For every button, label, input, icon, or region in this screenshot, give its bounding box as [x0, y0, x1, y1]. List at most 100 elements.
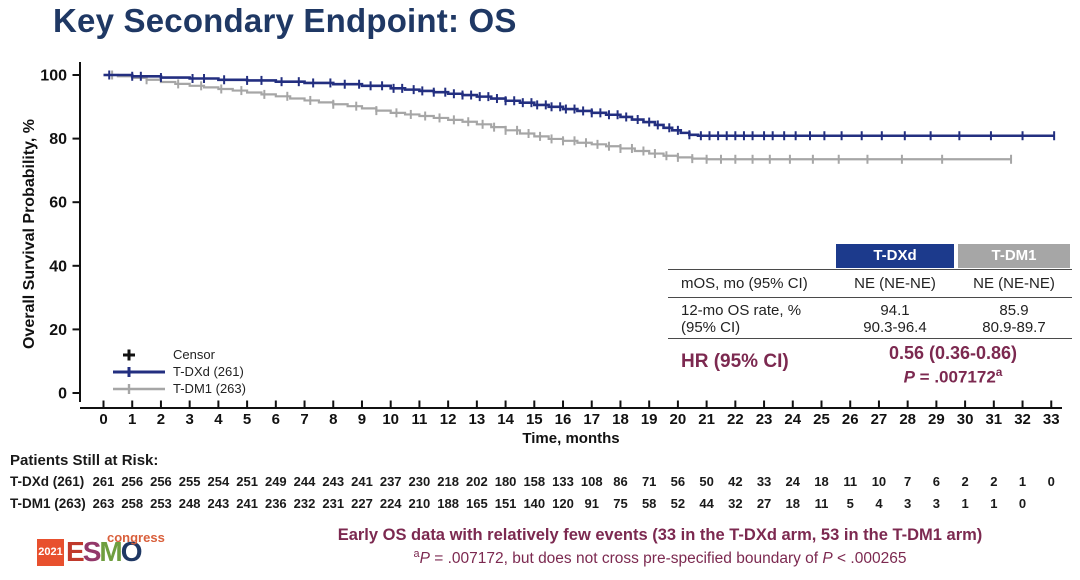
risk-count: 1 [1018, 474, 1027, 489]
risk-count: 151 [494, 496, 517, 511]
footnote-mark: a [413, 548, 420, 560]
risk-count: 24 [785, 474, 800, 489]
risk-count: 56 [670, 474, 686, 489]
svg-text:4: 4 [214, 411, 223, 428]
risk-count: 241 [351, 474, 373, 489]
risk-count: 1 [961, 496, 969, 511]
svg-text:11: 11 [411, 411, 427, 428]
svg-text:6: 6 [272, 411, 280, 428]
svg-text:19: 19 [641, 411, 658, 428]
risk-count: 0 [1047, 474, 1055, 489]
svg-text:60: 60 [49, 195, 67, 212]
legend-item-censor: Censor [113, 346, 246, 363]
risk-count: 71 [641, 474, 657, 489]
risk-count: 2 [990, 474, 998, 489]
svg-text:0: 0 [99, 411, 107, 428]
risk-count: 52 [670, 496, 686, 511]
legend-label: T-DXd (261) [173, 364, 244, 379]
footer-line2: aP = .007172, but does not cross pre-spe… [240, 548, 1080, 568]
risk-row-tdxd: T-DXd (261) 261 256 256 255 254 251 249 244 243 2… [0, 474, 1080, 492]
risk-count: 243 [207, 496, 230, 511]
risk-count: 27 [756, 496, 772, 511]
risk-count: 237 [379, 474, 402, 489]
risk-count: 44 [699, 496, 714, 511]
risk-row-tdm1: T-DM1 (263) 263 258 253 248 243 241 236 232 231 2… [0, 496, 1080, 514]
legend-label: T-DM1 (263) [173, 381, 246, 396]
risk-count: 256 [150, 474, 172, 489]
risk-count: 158 [523, 474, 546, 489]
p-value: P = .007172a [904, 365, 1003, 388]
risk-count: 249 [264, 474, 287, 489]
svg-text:40: 40 [49, 258, 67, 275]
risk-count: 86 [613, 474, 628, 489]
risk-count: 261 [92, 474, 115, 489]
svg-text:7: 7 [300, 411, 308, 428]
risk-row-label: T-DM1 (263) [10, 496, 86, 511]
risk-count: 120 [552, 496, 574, 511]
risk-count: 11 [814, 496, 829, 511]
logo-letter: S [82, 536, 102, 567]
risk-count: 32 [728, 496, 743, 511]
legend-item-tdm1: T-DM1 (263) [113, 380, 246, 397]
p-symbol: P [822, 550, 833, 568]
x-axis-title: Time, months [522, 430, 620, 447]
svg-text:28: 28 [899, 411, 916, 428]
svg-text:17: 17 [583, 411, 600, 428]
risk-count: 75 [613, 496, 628, 511]
risk-count: 202 [466, 474, 488, 489]
risk-count: 2 [961, 474, 969, 489]
svg-text:29: 29 [928, 411, 945, 428]
svg-text:20: 20 [49, 322, 67, 339]
risk-count: 244 [293, 474, 316, 489]
risk-count: 165 [466, 496, 488, 511]
svg-text:13: 13 [469, 411, 486, 428]
legend: Censor T-DXd (261) T-DM1 (263) [113, 346, 246, 397]
svg-text:23: 23 [756, 411, 773, 428]
svg-text:9: 9 [358, 411, 366, 428]
esmo-congress-logo: 2021 ESMO congress [33, 530, 183, 576]
svg-text:18: 18 [612, 411, 629, 428]
risk-count: 4 [875, 496, 883, 511]
risk-count: 6 [932, 474, 940, 489]
mos-tdm1-value: NE (NE-NE) [973, 275, 1055, 292]
logo-letter: E [66, 536, 85, 567]
svg-text:5: 5 [243, 411, 251, 428]
column-header-tdxd: T-DXd [836, 244, 954, 268]
svg-text:10: 10 [382, 411, 399, 428]
risk-row-label: T-DXd (261) [10, 474, 85, 489]
risk-count: 58 [641, 496, 657, 511]
risk-count: 248 [178, 496, 201, 511]
risk-count: 180 [494, 474, 517, 489]
svg-text:25: 25 [813, 411, 830, 428]
risk-count: 140 [523, 496, 546, 511]
risk-count: 188 [437, 496, 459, 511]
tdxd-line-icon [113, 366, 165, 377]
page-title: Key Secondary Endpoint: OS [53, 2, 517, 39]
risk-count: 236 [264, 496, 287, 511]
risk-count: 232 [293, 496, 316, 511]
risk-count: 7 [904, 474, 912, 489]
risk-count: 18 [785, 496, 800, 511]
risk-count: 210 [408, 496, 431, 511]
row-label-os12: 12-mo OS rate, % [681, 302, 802, 319]
logo-congress-text: congress [107, 530, 165, 545]
svg-text:2: 2 [157, 411, 165, 428]
svg-text:1: 1 [128, 411, 136, 428]
risk-heading: Patients Still at Risk: [10, 452, 159, 469]
svg-text:32: 32 [1014, 411, 1031, 428]
risk-count: 1 [990, 496, 998, 511]
p-footnote-mark: a [995, 365, 1003, 379]
svg-text:14: 14 [497, 411, 514, 428]
svg-text:20: 20 [670, 411, 687, 428]
risk-count: 42 [728, 474, 743, 489]
risk-count: 5 [846, 496, 854, 511]
risk-count: 50 [699, 474, 714, 489]
risk-count: 11 [843, 474, 858, 489]
svg-text:100: 100 [40, 68, 67, 85]
risk-count: 3 [904, 496, 912, 511]
risk-count: 108 [580, 474, 603, 489]
p-number: = .007172 [914, 367, 996, 387]
table-divider [668, 297, 1072, 298]
risk-count: 263 [92, 496, 115, 511]
